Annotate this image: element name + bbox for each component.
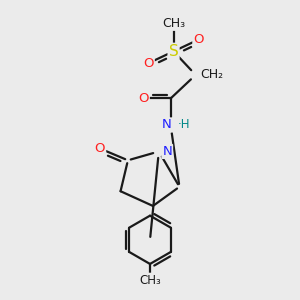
Text: S: S (169, 44, 178, 59)
Text: CH₃: CH₃ (139, 274, 161, 286)
Text: O: O (138, 92, 149, 105)
Text: ·H: ·H (178, 118, 190, 131)
Text: CH₂: CH₂ (200, 68, 223, 81)
Text: O: O (95, 142, 105, 155)
Text: CH₃: CH₃ (162, 17, 185, 30)
Text: O: O (193, 33, 204, 46)
Text: N: N (162, 145, 172, 158)
Text: N: N (162, 118, 172, 131)
Text: O: O (143, 57, 154, 70)
